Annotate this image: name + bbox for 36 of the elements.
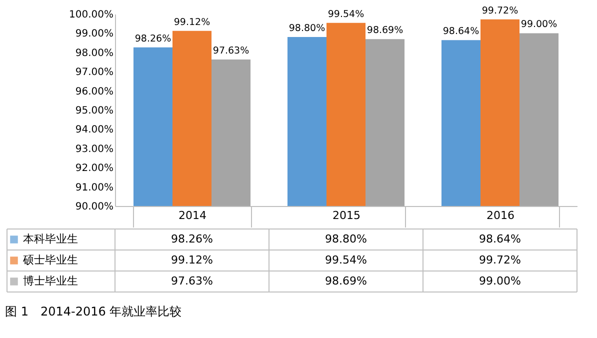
data-label: 98.64% <box>479 232 521 246</box>
legend-label: 硕士毕业生 <box>22 254 78 266</box>
data-label: 99.12% <box>171 254 213 266</box>
data-label: 99.54% <box>325 254 367 266</box>
y-tick-label: 97.00% <box>75 67 114 78</box>
y-tick-label: 96.00% <box>75 86 114 98</box>
data-label: 98.26% <box>171 232 213 246</box>
data-label: 99.72% <box>479 254 521 266</box>
x-tick-label: 2014 <box>178 209 206 222</box>
legend-label: 博士毕业生 <box>23 274 78 288</box>
y-tick-label: 100.00% <box>69 10 114 20</box>
data-label: 97.63% <box>171 274 213 288</box>
data-label: 99.00% <box>479 274 521 288</box>
text: 97.63% <box>212 46 250 57</box>
text: 98.64% <box>442 26 480 38</box>
text: 99.00% <box>520 19 558 30</box>
y-tick-label: 92.00% <box>75 163 114 174</box>
text: 图 1 2014-2016 年就业率比较 <box>5 304 182 318</box>
x-tick-label: 2015 <box>332 209 360 222</box>
data-label: 98.69% <box>325 274 367 288</box>
text: 98.80% <box>288 23 326 34</box>
text: 99.72% <box>482 5 518 16</box>
y-tick-label: 94.00% <box>75 124 114 136</box>
y-tick-label: 98.00% <box>75 48 114 59</box>
data-label: 98.80% <box>325 232 367 246</box>
y-tick-label: 99.00% <box>75 28 114 40</box>
x-tick-label: 2016 <box>486 209 514 222</box>
text: 99.12% <box>174 16 210 28</box>
y-tick-label: 90.00% <box>75 202 114 212</box>
text: 98.26% <box>134 33 172 44</box>
text: 99.54% <box>328 8 364 20</box>
y-tick-label: 95.00% <box>75 106 114 116</box>
text: 98.69% <box>366 25 404 36</box>
legend-label: 本科毕业生 <box>23 232 78 246</box>
y-tick-label: 91.00% <box>75 182 114 194</box>
y-tick-label: 93.00% <box>75 144 114 155</box>
